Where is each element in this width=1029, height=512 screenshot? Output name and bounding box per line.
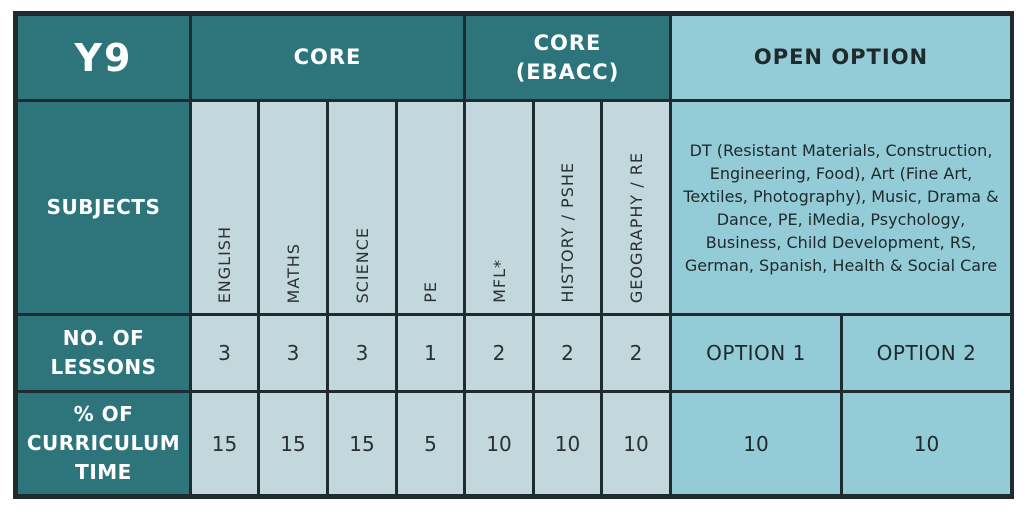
- lessons-value: 1: [424, 341, 437, 365]
- lessons-science: 3: [329, 316, 395, 390]
- curriculum-row-label: % OF CURRICULUM TIME: [18, 393, 189, 494]
- lessons-row-label: NO. OF LESSONS: [18, 316, 189, 390]
- subject-name: MATHS: [283, 242, 303, 303]
- subject-header-science: SCIENCE: [329, 102, 395, 313]
- core-ebacc-label-line2: (EBACC): [515, 59, 620, 84]
- option-2-lessons: OPTION 2: [843, 316, 1010, 390]
- core-ebacc-label-line1: CORE: [533, 30, 602, 55]
- curriculum-english: 15: [192, 393, 257, 494]
- subject-name: PE: [421, 281, 440, 303]
- subject-header-english: ENGLISH: [192, 102, 257, 313]
- lessons-value: 3: [286, 341, 300, 365]
- subject-name: HISTORY / PSHE: [558, 162, 577, 303]
- lessons-value: 3: [218, 341, 231, 365]
- subject-header-pe: PE: [398, 102, 463, 313]
- subject-header-history-pshe: HISTORY / PSHE: [535, 102, 600, 313]
- open-option-label: OPEN OPTION: [753, 45, 929, 69]
- lessons-value: 2: [629, 341, 643, 365]
- subject-header-mfl: MFL*: [466, 102, 532, 313]
- curriculum-value: 15: [211, 431, 238, 456]
- subject-name: MFL*: [489, 259, 509, 303]
- core-label: CORE: [293, 45, 362, 69]
- year-label: Y9: [74, 35, 133, 80]
- subjects-label: SUBJECTS: [46, 195, 161, 219]
- lessons-value: 2: [561, 341, 574, 365]
- curriculum-mfl: 10: [466, 393, 532, 494]
- lessons-label-line1: NO. OF: [62, 326, 145, 350]
- curriculum-label-line1: % OF: [73, 402, 134, 426]
- curriculum-table: Y9 CORE CORE (EBACC) OPEN OPTION SUBJECT…: [13, 11, 1014, 499]
- option-2-curriculum: 10: [843, 393, 1010, 494]
- curriculum-value: 10: [623, 431, 649, 456]
- curriculum-label-line2: CURRICULUM: [26, 431, 181, 455]
- subject-header-geography-re: GEOGRAPHY / RE: [603, 102, 669, 313]
- lessons-pe: 1: [398, 316, 463, 390]
- core-ebacc-heading: CORE (EBACC): [466, 16, 669, 99]
- curriculum-pe: 5: [398, 393, 463, 494]
- subject-header-maths: MATHS: [260, 102, 326, 313]
- lessons-label-line2: LESSONS: [50, 355, 157, 379]
- lessons-english: 3: [192, 316, 257, 390]
- subject-name: ENGLISH: [215, 225, 234, 303]
- curriculum-value: 15: [280, 431, 306, 456]
- year-heading: Y9: [18, 16, 189, 99]
- option-1-curriculum-value: 10: [743, 431, 769, 456]
- option-1-lessons: OPTION 1: [672, 316, 840, 390]
- option-2-curriculum-value: 10: [913, 431, 940, 456]
- core-heading: CORE: [192, 16, 463, 99]
- lessons-value: 3: [355, 341, 369, 365]
- option-1-label: OPTION 1: [706, 341, 806, 365]
- lessons-mfl: 2: [466, 316, 532, 390]
- open-option-subjects: DT (Resistant Materials, Construction, E…: [672, 102, 1010, 313]
- open-option-heading: OPEN OPTION: [672, 16, 1010, 99]
- curriculum-value: 10: [554, 431, 581, 456]
- curriculum-value: 5: [424, 431, 437, 456]
- lessons-maths: 3: [260, 316, 326, 390]
- curriculum-value: 10: [486, 431, 512, 456]
- curriculum-value: 15: [349, 431, 375, 456]
- subject-name: SCIENCE: [352, 226, 372, 303]
- subjects-row-label: SUBJECTS: [18, 102, 189, 313]
- subject-name: GEOGRAPHY / RE: [626, 151, 646, 303]
- option-1-curriculum: 10: [672, 393, 840, 494]
- curriculum-maths: 15: [260, 393, 326, 494]
- curriculum-science: 15: [329, 393, 395, 494]
- open-option-subjects-text: DT (Resistant Materials, Construction, E…: [683, 140, 999, 275]
- curriculum-geography-re: 10: [603, 393, 669, 494]
- option-2-label: OPTION 2: [876, 341, 977, 365]
- curriculum-history-pshe: 10: [535, 393, 600, 494]
- lessons-value: 2: [492, 341, 506, 365]
- lessons-geography-re: 2: [603, 316, 669, 390]
- lessons-history-pshe: 2: [535, 316, 600, 390]
- curriculum-label-line3: TIME: [75, 460, 132, 484]
